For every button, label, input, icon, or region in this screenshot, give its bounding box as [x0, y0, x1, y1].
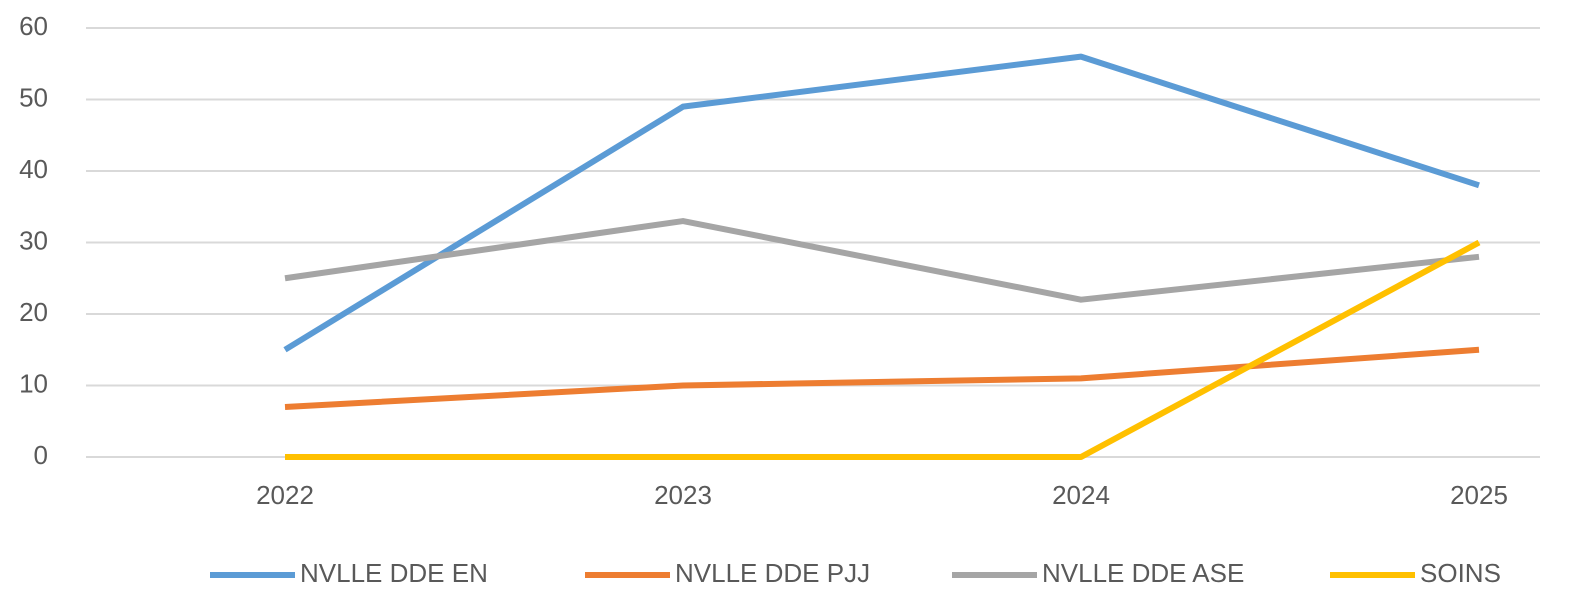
series-line — [285, 239, 1481, 460]
x-tick-label: 2024 — [1052, 480, 1110, 510]
x-tick-label: 2022 — [256, 480, 314, 510]
legend-label: NVLLE DDE ASE — [1042, 558, 1244, 588]
y-tick-label: 10 — [19, 368, 48, 398]
x-tick-label: 2025 — [1450, 480, 1508, 510]
y-tick-label: 30 — [19, 225, 48, 255]
y-tick-label: 0 — [34, 440, 48, 470]
y-tick-label: 20 — [19, 297, 48, 327]
series-line — [283, 53, 1480, 353]
series-line — [284, 218, 1480, 303]
legend-label: NVLLE DDE EN — [300, 558, 488, 588]
legend-label: NVLLE DDE PJJ — [675, 558, 870, 588]
y-tick-label: 40 — [19, 154, 48, 184]
y-tick-label: 50 — [19, 82, 48, 112]
legend-label: SOINS — [1420, 558, 1501, 588]
y-tick-label: 60 — [19, 11, 48, 41]
series-line — [284, 346, 1480, 410]
x-tick-label: 2023 — [654, 480, 712, 510]
